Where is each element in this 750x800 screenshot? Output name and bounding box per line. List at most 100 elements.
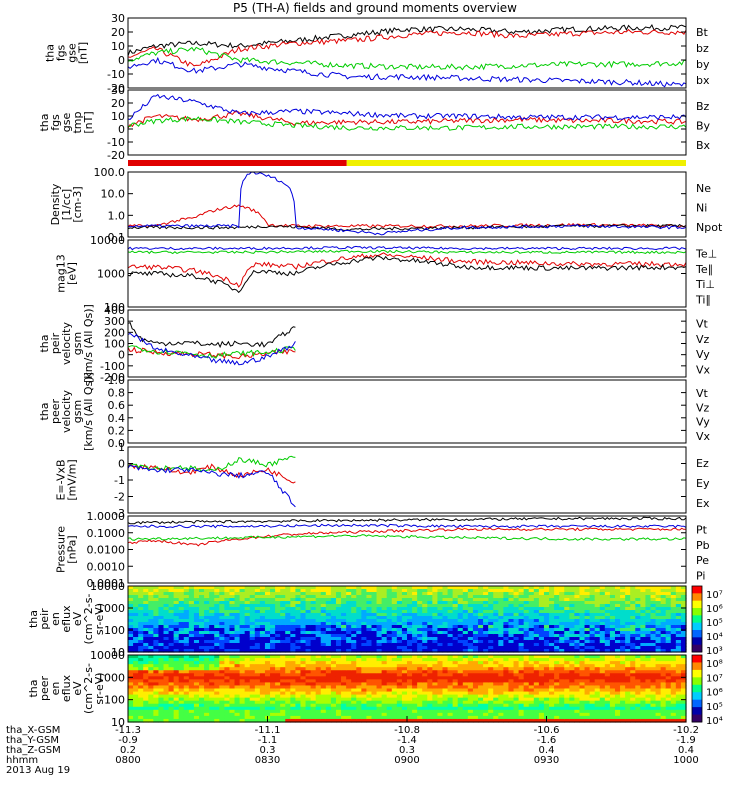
spectrogram-cell	[625, 628, 631, 632]
spectrogram-cell	[133, 691, 139, 696]
spectrogram-cell	[346, 601, 352, 605]
spectrogram-cell	[356, 706, 362, 711]
spectrogram-cell	[280, 655, 286, 659]
spectrogram-cell	[599, 604, 606, 608]
spectrogram-cell	[249, 649, 256, 653]
spectrogram-cell	[138, 610, 144, 614]
spectrogram-cell	[645, 595, 652, 599]
spectrogram-cell	[554, 664, 560, 668]
spectrogram-cell	[173, 694, 180, 699]
spectrogram-cell	[275, 715, 281, 720]
spectrogram-cell	[335, 637, 342, 641]
spectrogram-cell	[178, 667, 185, 671]
spectrogram-cell	[346, 622, 352, 626]
spectrogram-cell	[361, 685, 368, 690]
spectrogram-cell	[589, 634, 596, 638]
spectrogram-cell	[275, 661, 281, 665]
y-axis-label: [mV/m]	[66, 459, 79, 500]
spectrogram-cell	[381, 595, 388, 599]
spectrogram-cell	[244, 589, 251, 593]
spectrogram-cell	[640, 712, 647, 717]
y-axis-label: eflux	[60, 605, 73, 633]
spectrogram-cell	[295, 676, 302, 680]
spectrogram-cell	[569, 718, 575, 723]
spectrogram-cell	[635, 667, 641, 671]
spectrogram-cell	[457, 595, 464, 599]
spectrogram-cell	[244, 688, 251, 693]
spectrogram-cell	[168, 691, 175, 696]
spectrogram-cell	[508, 601, 515, 605]
spectrogram-cell	[330, 688, 337, 693]
spectrogram-cell	[589, 655, 596, 659]
spectrogram-cell	[285, 694, 291, 699]
spectrogram-cell	[620, 604, 626, 608]
spectrogram-cell	[564, 622, 570, 626]
spectrogram-cell	[209, 598, 215, 602]
spectrogram-cell	[614, 643, 621, 647]
spectrogram-cell	[254, 619, 261, 623]
spectrogram-cell	[254, 610, 261, 614]
spectrogram-cell	[244, 715, 251, 720]
spectrogram-cell	[599, 685, 606, 690]
spectrogram-cell	[391, 607, 398, 611]
spectrogram-cell	[569, 685, 575, 690]
spectrogram-cell	[224, 607, 231, 611]
spectrogram-cell	[625, 712, 631, 717]
spectrogram-cell	[538, 688, 545, 693]
spectrogram-cell	[569, 664, 575, 668]
spectrogram-cell	[285, 595, 291, 599]
spectrogram-cell	[300, 631, 307, 635]
spectrogram-cell	[574, 676, 581, 680]
spectrogram-cell	[452, 622, 459, 626]
spectrogram-cell	[285, 655, 291, 659]
spectrogram-cell	[386, 676, 393, 680]
spectrogram-cell	[614, 697, 621, 702]
spectrogram-cell	[650, 718, 657, 723]
spectrogram-cell	[401, 706, 408, 711]
spectrogram-cell	[604, 667, 611, 671]
spectrogram-cell	[183, 673, 190, 677]
spectrogram-cell	[275, 697, 281, 702]
spectrogram-cell	[483, 718, 489, 723]
spectrogram-cell	[467, 622, 474, 626]
spectrogram-cell	[285, 586, 291, 590]
spectrogram-cell	[564, 607, 570, 611]
spectrogram-cell	[655, 592, 662, 596]
spectrogram-cell	[270, 691, 276, 696]
spectrogram-cell	[280, 643, 286, 647]
spectrogram-cell	[234, 712, 241, 717]
spectrogram-cell	[335, 667, 342, 671]
spectrogram-cell	[183, 637, 190, 641]
spectrogram-cell	[315, 715, 322, 720]
spectrogram-cell	[513, 697, 520, 702]
spectrogram-cell	[412, 613, 418, 617]
spectrogram-cell	[305, 697, 312, 702]
spectrogram-cell	[630, 640, 636, 644]
spectrogram-cell	[594, 682, 601, 687]
spectrogram-cell	[280, 634, 286, 638]
spectrogram-cell	[325, 589, 332, 593]
spectrogram-cell	[670, 592, 677, 596]
spectrogram-cell	[254, 700, 261, 705]
spectrogram-cell	[472, 622, 479, 626]
spectrogram-cell	[249, 604, 256, 608]
spectrogram-cell	[386, 643, 393, 647]
spectrogram-cell	[574, 598, 581, 602]
spectrogram-cell	[320, 610, 327, 614]
spectrogram-cell	[148, 607, 154, 611]
spectrogram-cell	[320, 646, 327, 650]
spectrogram-cell	[559, 619, 565, 623]
spectrogram-cell	[614, 616, 621, 620]
spectrogram-cell	[229, 688, 236, 693]
colorbar-segment	[692, 608, 702, 616]
spectrogram-cell	[315, 700, 322, 705]
spectrogram-cell	[305, 640, 312, 644]
spectrogram-cell	[224, 643, 231, 647]
spectrogram-cell	[133, 646, 139, 650]
spectrogram-cell	[330, 700, 337, 705]
spectrogram-cell	[183, 649, 190, 653]
spectrogram-cell	[609, 715, 616, 720]
spectrogram-cell	[407, 679, 413, 684]
spectrogram-cell	[239, 598, 246, 602]
spectrogram-cell	[366, 595, 373, 599]
